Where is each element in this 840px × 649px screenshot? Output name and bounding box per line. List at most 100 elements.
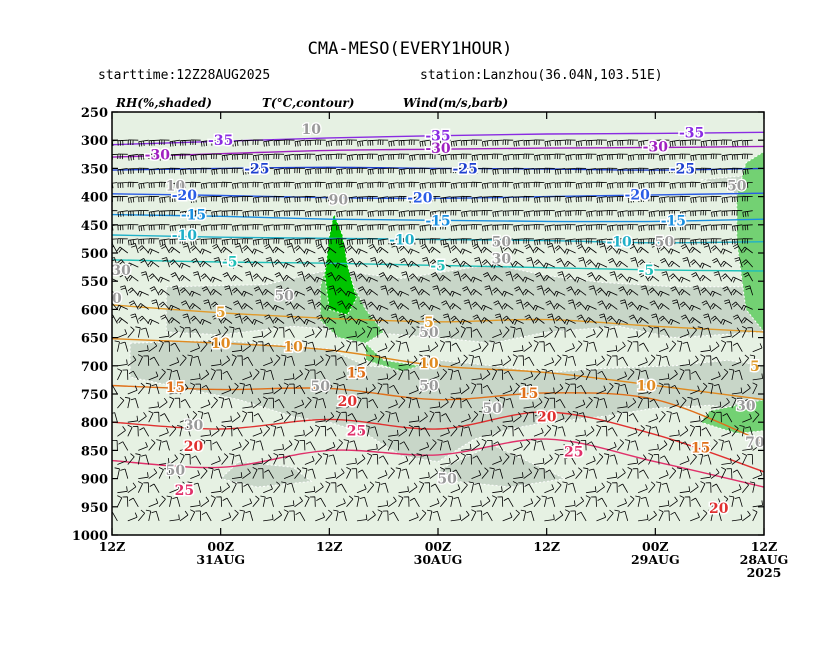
wind-barb-634 [338, 384, 347, 395]
wind-barb-196 [179, 139, 191, 146]
wind-barb-899 [440, 181, 451, 188]
wind-barb-454 [273, 224, 285, 231]
wind-barb-1118 [523, 498, 534, 508]
wind-barb-344 [234, 243, 243, 254]
wind-barb-1000 [479, 411, 485, 423]
wind-barb-326 [231, 382, 239, 395]
wind-barb-1488 [659, 196, 670, 204]
wind-barb-554 [305, 441, 316, 451]
wind-barb-1679 [731, 514, 743, 522]
wind-barb-1569 [690, 153, 701, 161]
wind-barb-848 [420, 243, 431, 254]
wind-barb-1594 [691, 497, 701, 507]
wind-barb-278 [210, 495, 216, 507]
wind-barb-496 [291, 411, 297, 423]
wind-barb-280 [211, 139, 222, 146]
wind-barb-1680 [732, 139, 743, 147]
wind-barb-774 [389, 384, 399, 395]
wind-barb-93 [139, 258, 150, 268]
wind-barb-592 [325, 196, 337, 203]
wind-barb-1713 [742, 210, 753, 218]
wind-barb-1588 [700, 412, 710, 423]
temperature-contour-4 [112, 213, 764, 223]
wind-barb-1002 [481, 438, 487, 451]
wind-barb-1496 [658, 303, 670, 310]
wind-barb-1154 [533, 224, 545, 230]
wind-barb-562 [315, 168, 326, 174]
wind-barb-1239 [565, 238, 576, 246]
wind-barb-1617 [701, 427, 712, 437]
wind-barb-907 [440, 287, 452, 296]
wind-barb-897 [440, 153, 451, 161]
wind-barb-977 [468, 481, 474, 493]
wind-barb-693 [364, 425, 370, 437]
wind-barb-853 [420, 314, 431, 324]
temperature-label-24: 10 [211, 336, 231, 352]
wind-barb-678 [357, 224, 368, 232]
wind-barb-1131 [522, 288, 535, 296]
wind-barb-1490 [658, 224, 670, 230]
wind-barb-933 [451, 258, 462, 268]
wind-barb-1194 [554, 383, 564, 395]
wind-barb-477 [284, 153, 295, 161]
wind-barb-960 [459, 248, 472, 255]
wind-barb-466 [283, 382, 289, 395]
wind-barb-1022 [492, 329, 502, 338]
wind-barb-1013 [481, 210, 493, 216]
wind-barb-751 [378, 455, 389, 465]
wind-barb-1535 [679, 456, 690, 465]
wind-barb-1525 [668, 318, 680, 325]
wind-barb-1457 [648, 153, 660, 160]
wind-barb-140 [158, 139, 170, 146]
wind-barb-591 [325, 182, 337, 189]
wind-barb-1176 [544, 139, 555, 147]
wind-barb-199 [179, 182, 191, 189]
wind-barb-141 [159, 153, 170, 161]
wind-barb-236 [189, 303, 201, 310]
wind-barb-895 [432, 510, 441, 522]
wind-barb-1537 [679, 486, 691, 494]
wind-barb-578 [325, 382, 333, 395]
wind-barb-308 [221, 139, 233, 146]
wind-barb-1019 [484, 285, 493, 296]
wind-barb-481 [284, 210, 295, 217]
wind-barb-1211 [554, 238, 566, 244]
wind-barb-871 [429, 182, 441, 189]
wind-barb-1208 [554, 195, 566, 202]
wind-barb-880 [428, 304, 441, 311]
wind-barb-1620 [710, 468, 720, 479]
chart-title: CMA-MESO(EVERY1HOUR) [308, 39, 513, 59]
wind-barb-1114 [523, 439, 531, 451]
wind-barb-1385 [616, 318, 628, 325]
wind-barb-1472 [656, 354, 662, 366]
wind-barb-1400 [627, 139, 639, 146]
wind-barb-1193 [547, 369, 556, 381]
wind-barb-538 [304, 224, 316, 231]
wind-barb-672 [357, 139, 368, 147]
wind-barb-1008 [482, 139, 493, 147]
wind-barb-386 [249, 439, 256, 451]
wind-barb-249 [193, 482, 202, 493]
wind-barb-354 [239, 382, 245, 395]
wind-barb-1714 [742, 224, 753, 231]
wind-barb-1641 [721, 368, 729, 381]
wind-barb-1351 [606, 238, 618, 245]
wind-barb-1516 [669, 196, 680, 203]
wind-barb-667 [356, 454, 366, 465]
wind-barb-1373 [617, 153, 628, 160]
wind-barb-535 [304, 182, 316, 189]
wind-barb-221 [187, 481, 193, 493]
wind-barb-1637 [710, 315, 722, 324]
wind-barb-1083 [505, 398, 514, 409]
wind-barb-1011 [482, 182, 493, 189]
wind-barb-1684 [731, 196, 743, 203]
wind-barb-1346 [606, 167, 618, 174]
wind-barb-623 [335, 238, 347, 244]
wind-barb-170 [169, 167, 180, 174]
wind-barb-1240 [564, 248, 576, 255]
wind-barb-1424 [632, 468, 639, 479]
wind-barb-756 [388, 139, 399, 147]
wind-barb-1705 [741, 481, 750, 493]
wind-barb-1495 [657, 290, 670, 297]
wind-barb-185 [172, 369, 181, 381]
